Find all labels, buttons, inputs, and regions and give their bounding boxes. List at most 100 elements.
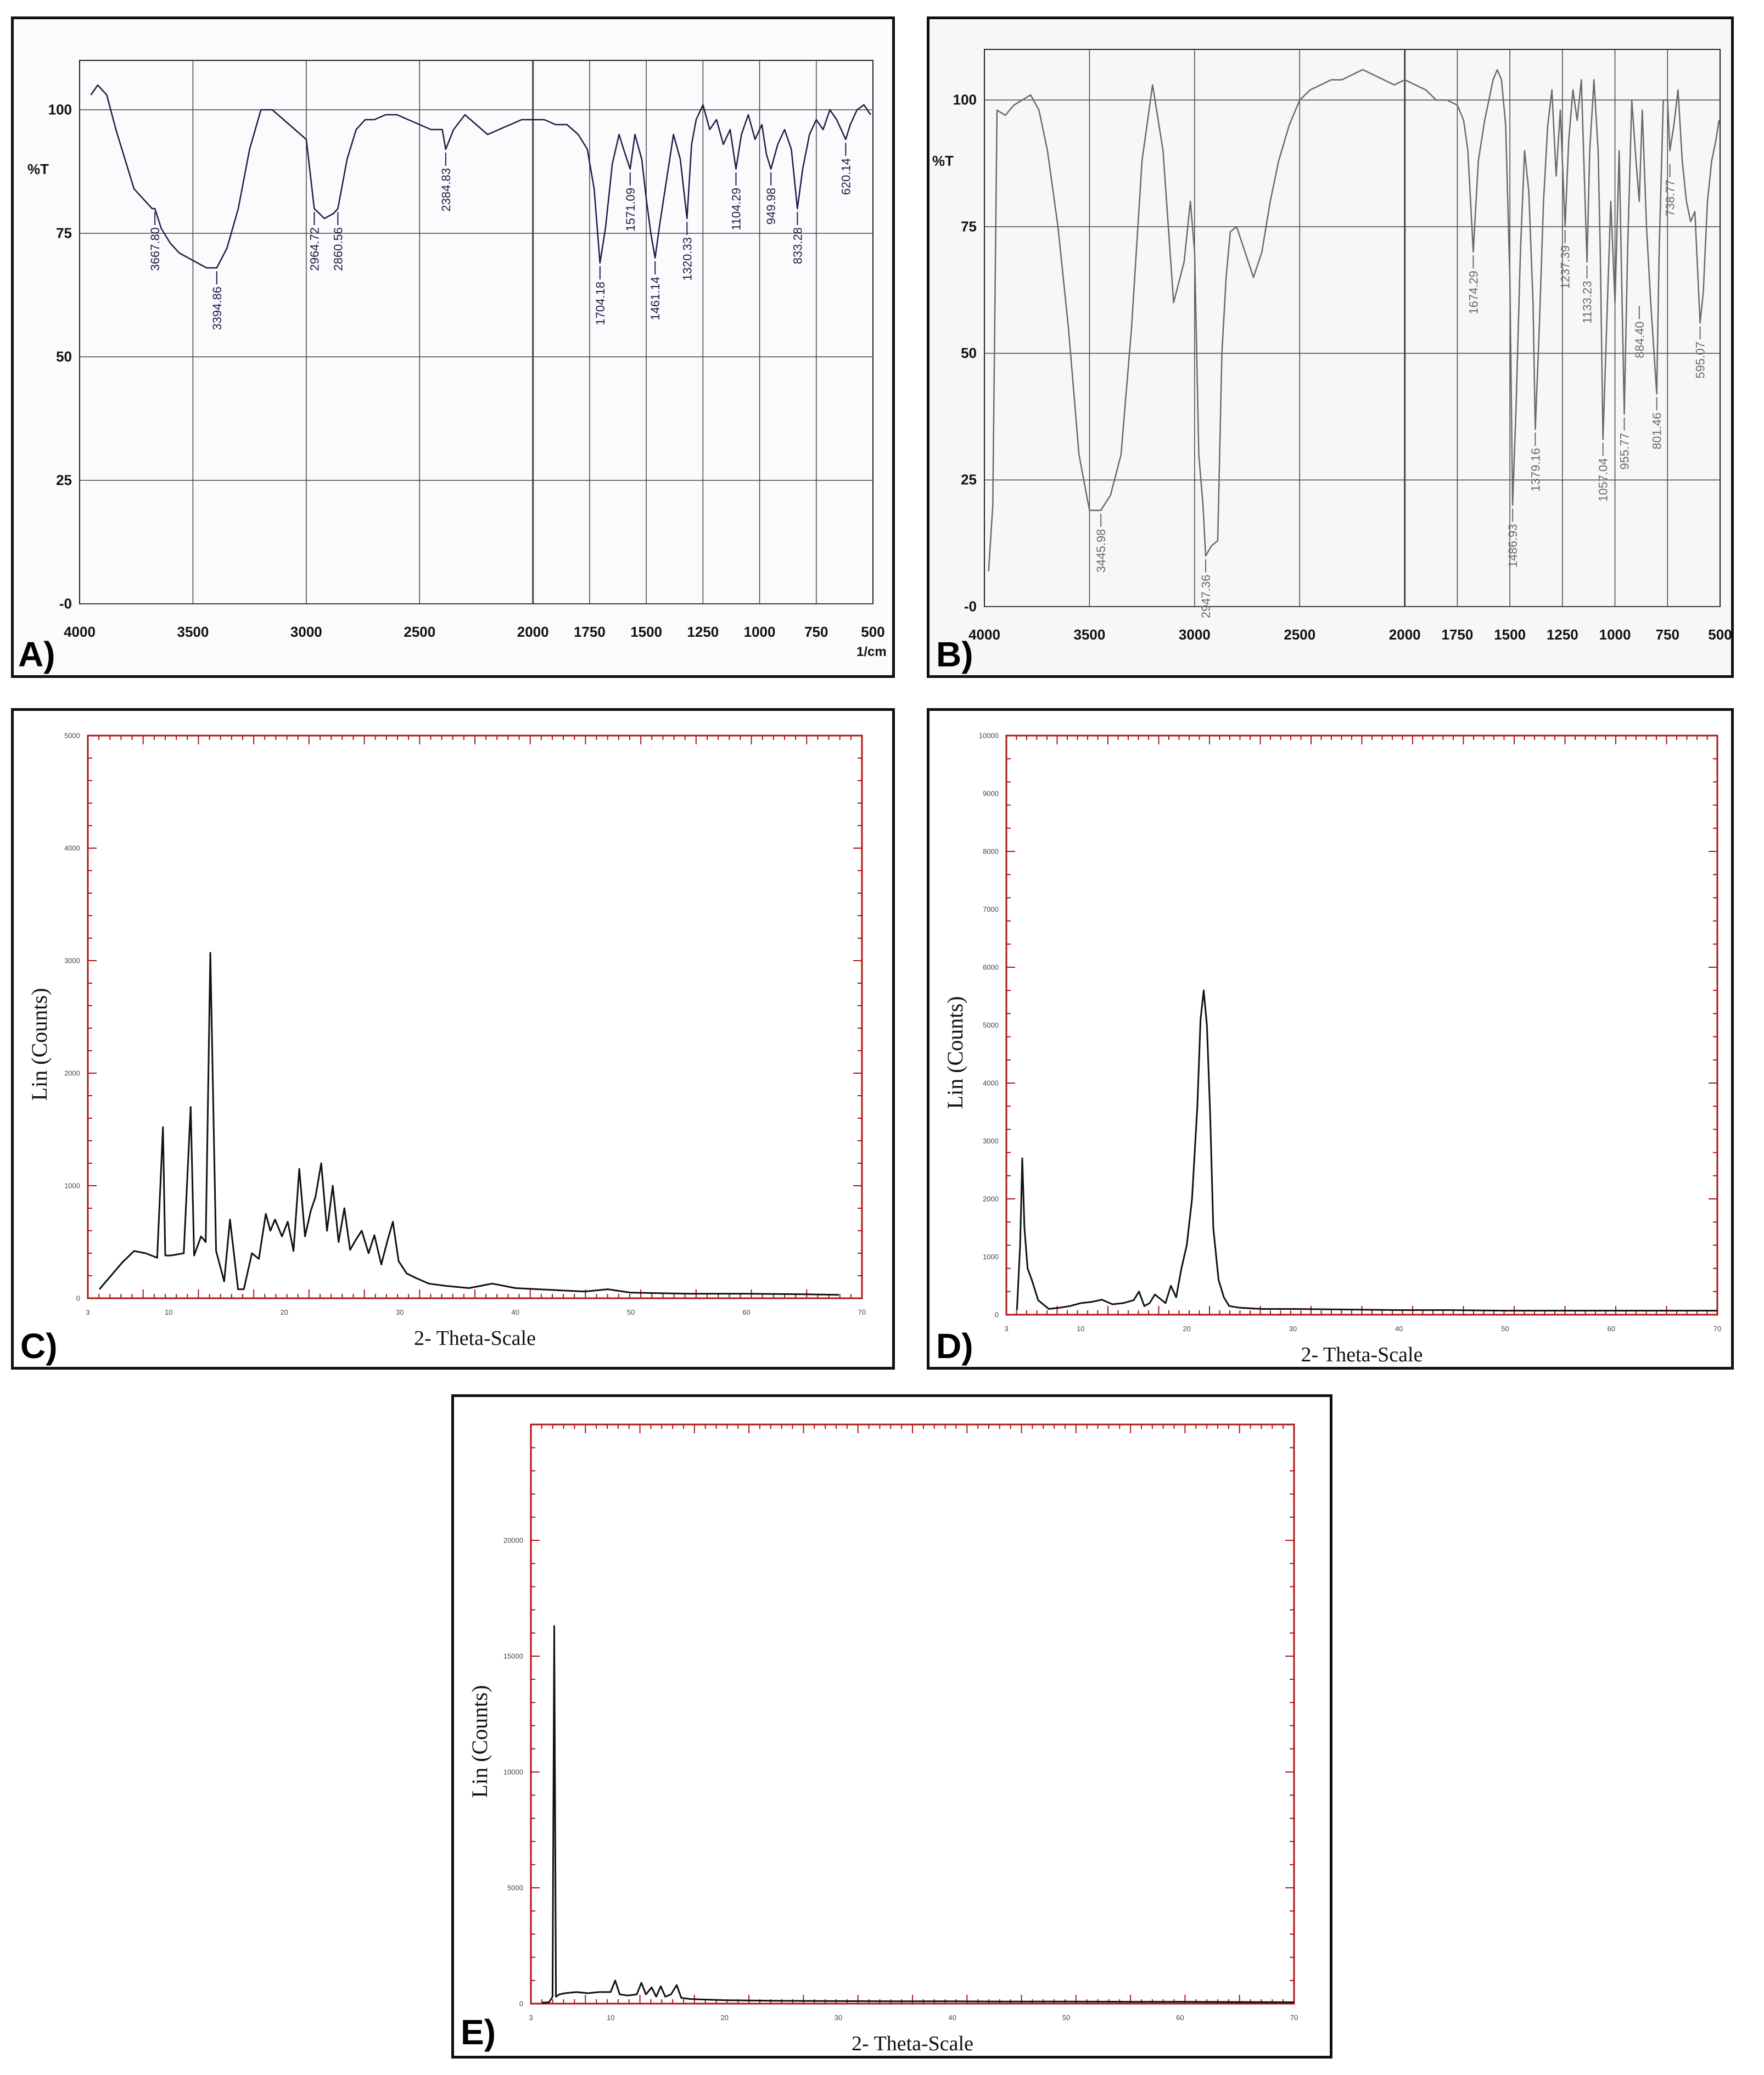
xrd-pattern-panel-d: 0 1000 2000 3000 4000 5000 6000 7000 8000 9000 100… <box>927 708 1734 1370</box>
peak-label-b: 1486.93 <box>1506 524 1520 568</box>
peak-label-a: 833.28 <box>791 227 804 264</box>
y-tick-label-c: 5000 <box>64 732 80 740</box>
y-tick-label-c: 1000 <box>64 1182 80 1190</box>
y-axis-label-e: Lin (Counts) <box>467 1685 492 1798</box>
peak-label-b: 2947.36 <box>1199 575 1213 619</box>
y-tick-label-a: 75 <box>56 225 72 241</box>
plot-frame-a <box>79 60 873 604</box>
x-tick-label-a: 1250 <box>687 624 719 640</box>
x-tick-label-b: 1250 <box>1547 626 1578 643</box>
x-axis-label-a: 1/cm <box>856 644 887 659</box>
x-tick-label-e: 20 <box>720 2014 728 2022</box>
plot-frame-b <box>984 49 1721 607</box>
x-tick-label-c: 40 <box>511 1308 519 1316</box>
y-tick-label-a: 100 <box>48 101 72 117</box>
peak-label-b: 1057.04 <box>1597 458 1610 502</box>
peak-label-a: 2860.56 <box>331 227 345 271</box>
series-line-b <box>988 69 1720 571</box>
x-tick-label-a: 3000 <box>290 624 322 640</box>
x-tick-label-d: 30 <box>1289 1325 1297 1333</box>
peak-label-b: 3445.98 <box>1094 529 1108 573</box>
series-line-a <box>90 84 871 269</box>
series-line-c <box>98 952 839 1296</box>
peak-label-b: 884.40 <box>1633 321 1647 358</box>
y-tick-label-d: 2000 <box>983 1195 999 1203</box>
series-line-d <box>1016 989 1717 1312</box>
x-tick-label-e: 3 <box>529 2014 533 2022</box>
peak-label-b: 1237.39 <box>1559 245 1572 289</box>
ir-spectrum-chart-b: 100 75 50 25 -0 4000 3500 3000 2500 2000 1750 1500 1… <box>932 49 1731 643</box>
y-tick-label-d: 6000 <box>983 963 999 972</box>
plot-frame-d <box>1005 734 1718 1316</box>
x-tick-label-b: 3500 <box>1074 626 1106 643</box>
y-tick-label-b: 75 <box>961 218 977 234</box>
x-tick-label-c: 3 <box>86 1308 89 1316</box>
y-axis-label-a: %T <box>27 161 49 177</box>
x-tick-label-b: 750 <box>1656 626 1679 643</box>
peak-label-b: 1379.16 <box>1528 448 1542 492</box>
panel-label-e: E) <box>461 2012 496 2052</box>
y-tick-label-e: 5000 <box>507 1884 523 1892</box>
y-tick-label-a: 50 <box>56 348 72 364</box>
x-tick-label-b: 2500 <box>1284 626 1315 643</box>
y-tick-label-b: 100 <box>953 92 977 108</box>
peak-label-a: 1104.29 <box>730 188 743 231</box>
peak-label-a: 3394.86 <box>210 287 224 330</box>
x-tick-label-a: 2000 <box>517 624 549 640</box>
x-tick-label-c: 70 <box>858 1308 866 1316</box>
x-tick-label-d: 10 <box>1077 1325 1084 1333</box>
y-tick-label-d: 3000 <box>983 1137 999 1145</box>
x-tick-label-a: 1000 <box>744 624 776 640</box>
y-tick-label-b: 25 <box>961 472 977 488</box>
y-tick-label-c: 4000 <box>64 844 80 853</box>
x-tick-label-b: 3000 <box>1179 626 1211 643</box>
y-tick-label-a: 25 <box>56 472 72 488</box>
x-tick-label-c: 10 <box>165 1308 172 1316</box>
y-tick-label-c: 3000 <box>64 957 80 965</box>
plot-frame-c <box>87 734 863 1299</box>
x-tick-label-a: 2500 <box>404 624 435 640</box>
y-tick-label-c: 0 <box>76 1294 80 1303</box>
x-axis-label-c: 2- Theta-Scale <box>414 1327 536 1350</box>
x-tick-label-d: 60 <box>1607 1325 1615 1333</box>
x-tick-label-c: 30 <box>396 1308 404 1316</box>
peak-label-a: 1320.33 <box>680 237 694 281</box>
x-tick-label-a: 1750 <box>574 624 606 640</box>
peak-label-b: 1674.29 <box>1466 271 1480 315</box>
y-tick-label-d: 5000 <box>983 1021 999 1029</box>
y-tick-label-d: 1000 <box>983 1253 999 1261</box>
panel-label-c: C) <box>20 1326 58 1366</box>
y-tick-label-d: 7000 <box>983 905 999 913</box>
x-tick-label-b: 2000 <box>1389 626 1421 643</box>
x-tick-label-e: 60 <box>1176 2014 1184 2022</box>
x-axis-label-e: 2- Theta-Scale <box>852 2032 973 2055</box>
y-tick-label-e: 15000 <box>503 1652 523 1661</box>
y-tick-label-b: -0 <box>964 598 977 614</box>
xrd-pattern-panel-c: 0 1000 2000 3000 4000 5000 3 10 20 30 40 50 60 70 Lin … <box>11 708 895 1370</box>
plot-frame-e <box>530 1423 1295 2005</box>
peak-label-a: 2384.83 <box>439 168 453 212</box>
x-tick-label-e: 10 <box>607 2014 614 2022</box>
peak-label-b: 595.07 <box>1694 341 1707 378</box>
x-tick-label-b: 1000 <box>1599 626 1631 643</box>
y-tick-label-a: -0 <box>59 595 72 612</box>
x-tick-label-a: 4000 <box>64 624 96 640</box>
x-axis-label-d: 2- Theta-Scale <box>1301 1343 1423 1366</box>
y-tick-label-d: 9000 <box>983 789 999 798</box>
x-tick-label-d: 40 <box>1395 1325 1403 1333</box>
peak-label-b: 1133.23 <box>1581 281 1594 324</box>
x-tick-label-e: 30 <box>835 2014 842 2022</box>
panel-label-d: D) <box>936 1326 973 1366</box>
y-tick-label-c: 2000 <box>64 1069 80 1078</box>
xrd-pattern-chart-d: 0 1000 2000 3000 4000 5000 6000 7000 8000 9000 100… <box>943 732 1721 1366</box>
y-axis-label-d: Lin (Counts) <box>943 996 967 1109</box>
x-tick-label-c: 20 <box>281 1308 288 1316</box>
panel-label-a: A) <box>18 635 55 674</box>
xrd-pattern-panel-e: 0 5000 10000 15000 20000 3 10 20 30 40 50 60 70 Lin (… <box>451 1394 1332 2059</box>
peak-label-b: 801.46 <box>1650 412 1664 449</box>
y-tick-label-d: 4000 <box>983 1079 999 1087</box>
x-tick-label-a: 750 <box>804 624 828 640</box>
peak-label-a: 1461.14 <box>648 277 662 321</box>
ir-spectrum-chart-a: 100 75 50 25 -0 4000 3500 3000 2500 2000 1750 1500 1… <box>27 60 887 659</box>
y-tick-label-d: 0 <box>995 1311 999 1319</box>
